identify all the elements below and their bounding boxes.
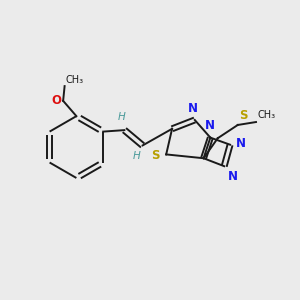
Text: N: N <box>228 170 238 183</box>
Text: H: H <box>118 112 126 122</box>
Text: CH₃: CH₃ <box>65 75 83 85</box>
Text: O: O <box>51 94 62 107</box>
Text: S: S <box>151 149 160 162</box>
Text: H: H <box>132 151 140 161</box>
Text: N: N <box>188 102 198 115</box>
Text: S: S <box>239 109 248 122</box>
Text: N: N <box>206 119 215 132</box>
Text: CH₃: CH₃ <box>257 110 275 120</box>
Text: N: N <box>236 137 245 150</box>
